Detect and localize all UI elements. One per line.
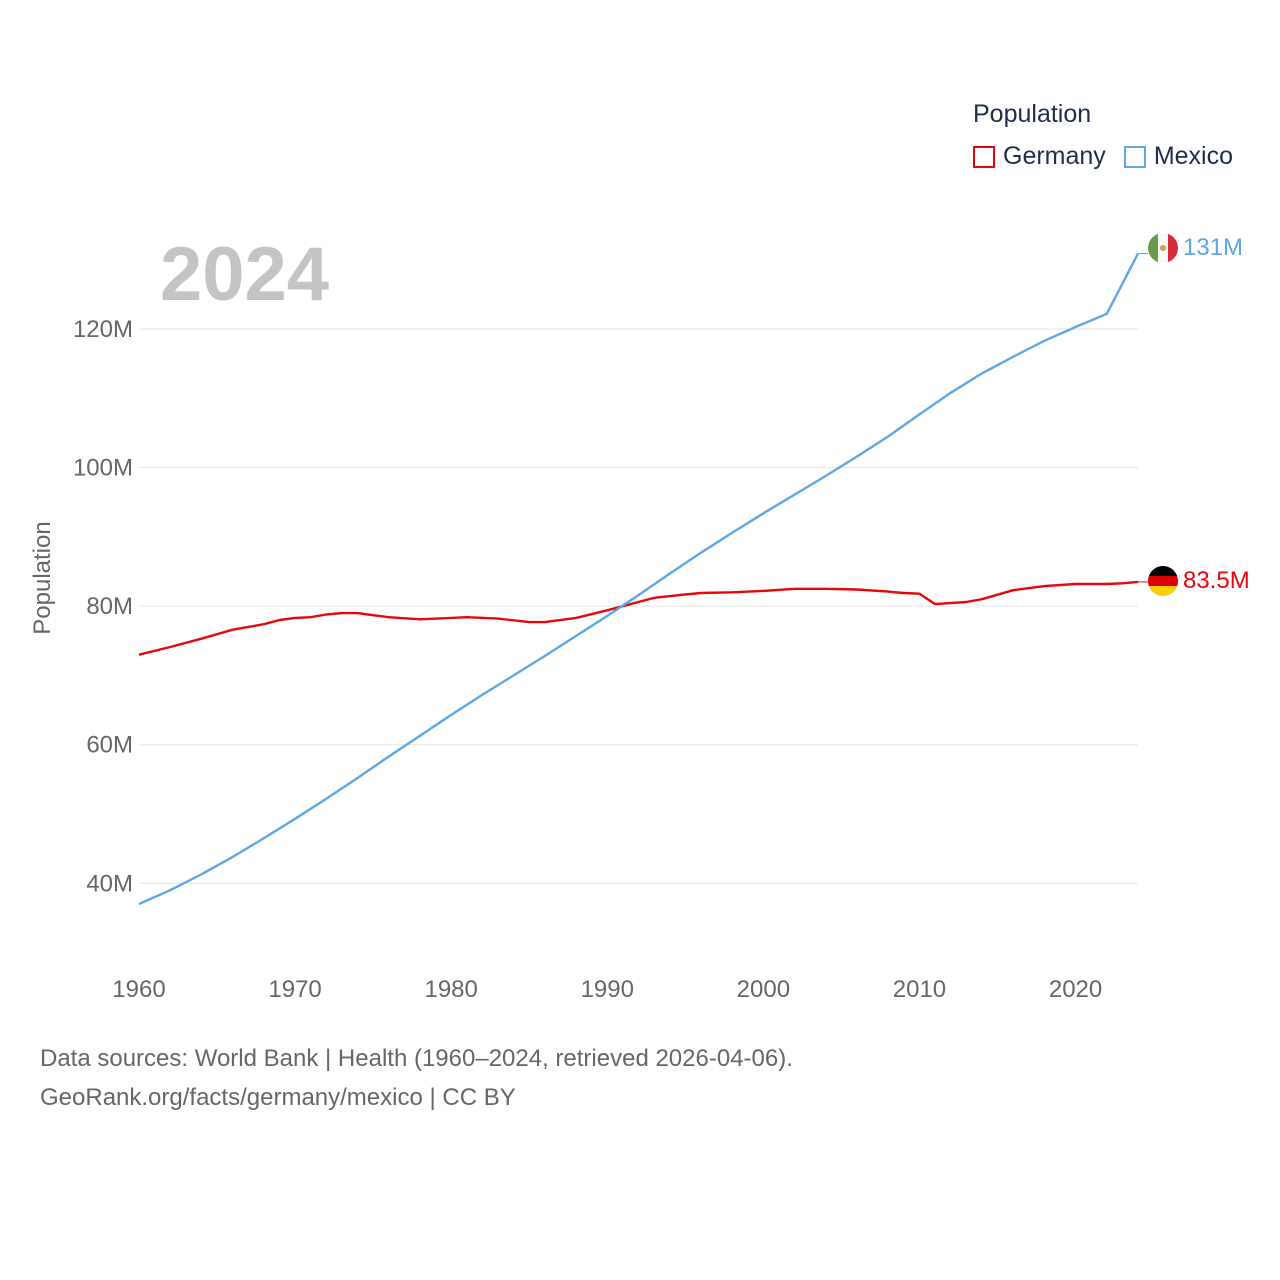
- y-tick-label: 40M: [86, 870, 133, 897]
- x-tick-label: 1980: [424, 976, 477, 1003]
- footer-attribution[interactable]: GeoRank.org/facts/germany/mexico | CC BY: [40, 1084, 516, 1111]
- legend-title: Population: [973, 100, 1092, 128]
- germany-flag-icon: [1148, 566, 1178, 596]
- y-axis-label: Population: [29, 521, 56, 634]
- x-tick-label: 1990: [581, 976, 634, 1003]
- y-tick-label: 60M: [86, 732, 133, 759]
- legend-label-mexico: Mexico: [1153, 142, 1233, 170]
- x-tick-label: 2000: [737, 976, 790, 1003]
- germany-end-label: 83.5M: [1183, 567, 1250, 594]
- legend: Germany Mexico: [973, 142, 1251, 171]
- y-tick-label: 80M: [86, 593, 133, 620]
- x-tick-label: 1960: [112, 976, 165, 1003]
- legend-swatch-germany: [973, 145, 995, 168]
- mexico-flag-icon: [1148, 233, 1178, 263]
- legend-item-germany[interactable]: Germany: [973, 142, 1106, 171]
- legend-label-germany: Germany: [1003, 142, 1106, 170]
- footer-sources: Data sources: World Bank | Health (1960–…: [40, 1045, 793, 1072]
- series-line-mexico[interactable]: [138, 252, 1140, 906]
- y-tick-label: 120M: [73, 316, 133, 343]
- legend-swatch-mexico: [1123, 145, 1146, 168]
- x-tick-label: 2010: [893, 976, 946, 1003]
- y-tick-label: 100M: [73, 455, 133, 482]
- x-tick-label: 2020: [1049, 976, 1102, 1003]
- series-line-germany[interactable]: [138, 580, 1139, 656]
- mexico-end-label: 131M: [1183, 234, 1243, 261]
- year-watermark: 2024: [160, 232, 329, 317]
- legend-item-mexico[interactable]: Mexico: [1123, 142, 1233, 171]
- x-tick-label: 1970: [268, 976, 321, 1003]
